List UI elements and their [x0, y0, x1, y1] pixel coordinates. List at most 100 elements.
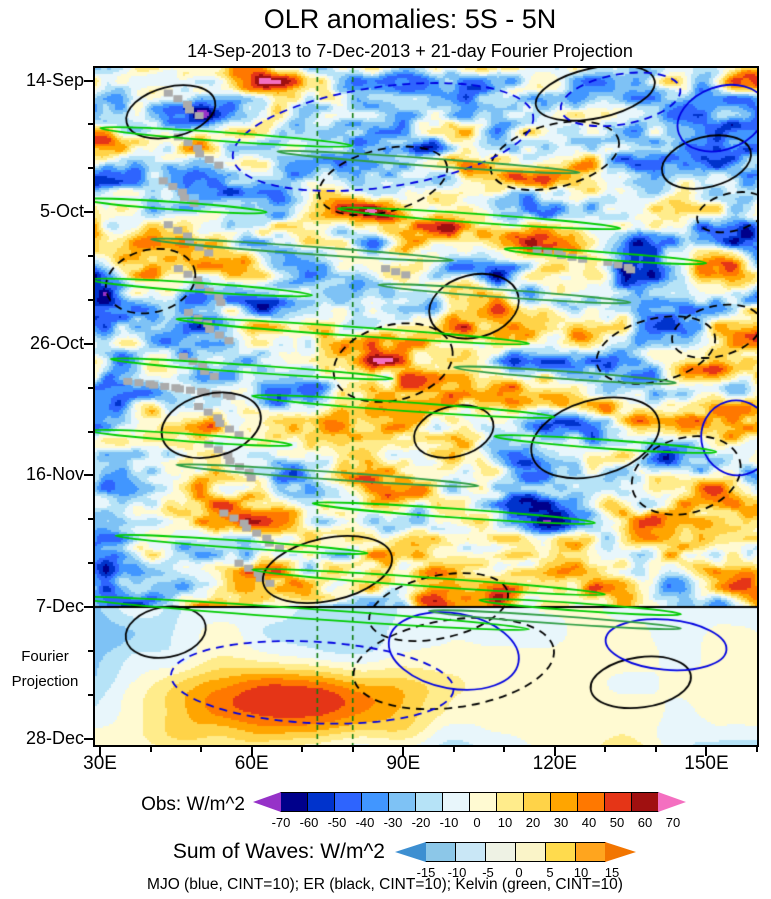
- y-axis-minor-tick: [88, 430, 93, 433]
- colorbar-cell: [658, 792, 686, 812]
- x-axis-minor-tick: [351, 747, 354, 752]
- colorbar-tick-label: -10: [447, 865, 467, 880]
- y-axis-major-tick: [84, 474, 93, 477]
- waves-colorbar: [395, 842, 636, 862]
- colorbar-cell: [496, 792, 524, 812]
- colorbar-cell: [550, 792, 578, 812]
- colorbar-cell: [575, 842, 606, 862]
- y-axis-minor-tick: [88, 518, 93, 521]
- waves-colorbar-tick-labels: -15 -10 -5 0 5 10 15: [395, 865, 665, 880]
- colorbar-cell: [388, 792, 416, 812]
- colorbar-tick-label: 40: [581, 815, 597, 830]
- colorbar-cell: [280, 792, 308, 812]
- colorbar-cell: [455, 842, 486, 862]
- obs-colorbar: [253, 792, 686, 812]
- colorbar-tick-label: -5: [482, 865, 494, 880]
- x-axis-tick-label: 30E: [83, 753, 117, 774]
- y-axis-minor-tick: [88, 167, 93, 170]
- y-axis-major-tick: [84, 79, 93, 82]
- y-axis-minor-tick: [88, 123, 93, 126]
- colorbar-cell: [485, 842, 516, 862]
- y-axis-minor-tick: [88, 255, 93, 258]
- colorbar-cell: [604, 792, 632, 812]
- x-axis-minor-tick: [604, 747, 607, 752]
- y-axis-minor-tick: [88, 693, 93, 696]
- colorbar-tick-label: 0: [515, 865, 523, 880]
- colorbar-cell: [577, 792, 605, 812]
- colorbar-cell: [307, 792, 335, 812]
- x-axis-major-tick: [705, 747, 708, 756]
- colorbar-cell: [545, 842, 576, 862]
- colorbar-tick-label: -15: [416, 865, 436, 880]
- colorbar-tick-label: 15: [604, 865, 620, 880]
- y-axis-tick-label: 28-Dec: [25, 727, 84, 748]
- colorbar-tick-label: -70: [271, 815, 291, 830]
- x-axis-minor-tick: [301, 747, 304, 752]
- colorbar-cell: [425, 842, 456, 862]
- y-axis-minor-tick: [88, 562, 93, 565]
- x-axis-tick-label: 120E: [532, 753, 578, 774]
- obs-colorbar-tick-labels: -70 -60 -50 -40 -30 -20 -10 0 10 20 30 40 50 60 70: [253, 815, 723, 830]
- colorbar-tick-label: -60: [299, 815, 319, 830]
- colorbar-cell: [631, 792, 659, 812]
- colorbar-tick-label: -50: [327, 815, 347, 830]
- colorbar-tick-label: 20: [525, 815, 541, 830]
- colorbar-tick-label: 0: [473, 815, 481, 830]
- x-axis-tick-label: 90E: [386, 753, 421, 774]
- y-axis-tick-label: 26-Oct: [29, 332, 84, 353]
- x-axis-minor-tick: [200, 747, 203, 752]
- colorbar-cell: [361, 792, 389, 812]
- projection-label-line1: Fourier: [21, 648, 69, 665]
- colorbar-tick-label: 60: [637, 815, 653, 830]
- y-axis-major-tick: [84, 737, 93, 740]
- colorbar-tick-label: -40: [355, 815, 375, 830]
- y-axis-major-tick: [84, 606, 93, 609]
- colorbar-cell: [515, 842, 546, 862]
- y-axis-minor-tick: [88, 298, 93, 301]
- y-axis-major-tick: [84, 342, 93, 345]
- colorbar-cell: [334, 792, 362, 812]
- chart-title: OLR anomalies: 5S - 5N: [263, 4, 557, 34]
- colorbar-cell: [415, 792, 443, 812]
- x-axis-minor-tick: [654, 747, 657, 752]
- colorbar-tick-label: 50: [609, 815, 625, 830]
- y-axis-minor-tick: [88, 386, 93, 389]
- y-axis-major-tick: [84, 211, 93, 214]
- colorbar-cell: [605, 842, 636, 862]
- colorbar-cell: [253, 792, 281, 812]
- y-axis-tick-label: 5-Oct: [39, 201, 84, 222]
- x-axis-major-tick: [402, 747, 405, 756]
- colorbar-tick-label: -10: [439, 815, 459, 830]
- contour-legend-text: MJO (blue, CINT=10); ER (black, CINT=10)…: [147, 876, 623, 893]
- x-axis-minor-tick: [149, 747, 152, 752]
- x-axis-major-tick: [250, 747, 253, 756]
- colorbar-tick-label: 10: [573, 865, 589, 880]
- y-axis-tick-label: 16-Nov: [25, 464, 84, 485]
- colorbar-cell: [395, 842, 426, 862]
- chart-subtitle: 14-Sep-2013 to 7-Dec-2013 + 21-day Fouri…: [187, 41, 633, 61]
- y-axis-tick-label: 14-Sep: [25, 69, 84, 90]
- y-axis-tick-label: 7-Dec: [35, 596, 84, 617]
- colorbar-tick-label: 5: [546, 865, 554, 880]
- colorbar-tick-label: 10: [497, 815, 513, 830]
- colorbar-tick-label: 30: [553, 815, 569, 830]
- obs-colorbar-label: Obs: W/m^2: [141, 794, 245, 815]
- x-axis-minor-tick: [756, 747, 758, 752]
- waves-colorbar-label: Sum of Waves: W/m^2: [172, 840, 385, 863]
- x-axis-tick-label: 150E: [684, 753, 729, 774]
- x-axis-major-tick: [553, 747, 556, 756]
- projection-axis-label: Fourier Projection: [0, 644, 90, 694]
- x-axis-tick-label: 60E: [234, 753, 269, 774]
- colorbar-cell: [442, 792, 470, 812]
- y-axis-minor-tick: [88, 649, 93, 652]
- colorbar-tick-label: 70: [665, 815, 681, 830]
- x-axis-minor-tick: [503, 747, 506, 752]
- colorbar-tick-label: -20: [411, 815, 431, 830]
- x-axis-minor-tick: [452, 747, 455, 752]
- colorbar-cell: [523, 792, 551, 812]
- projection-label-line2: Projection: [11, 673, 79, 690]
- colorbar-tick-label: -30: [383, 815, 403, 830]
- colorbar-cell: [469, 792, 497, 812]
- x-axis-major-tick: [99, 747, 102, 756]
